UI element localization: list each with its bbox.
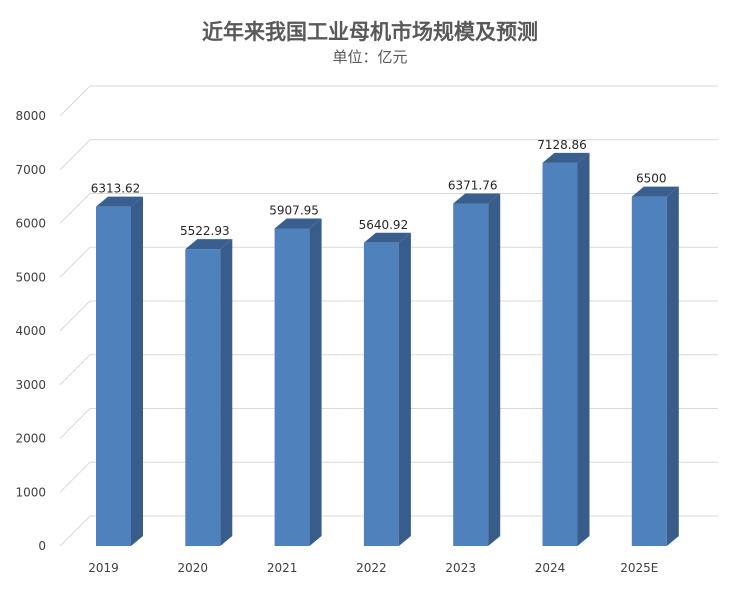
data-label: 6500 <box>636 172 667 186</box>
bar-top <box>542 152 590 163</box>
y-tick-label: 3000 <box>15 378 46 392</box>
data-labels: 6313.62 5522.93 5907.95 5640.92 6371.76 7128.… <box>91 138 667 238</box>
gridline <box>59 461 718 493</box>
bar-front <box>274 228 310 546</box>
bar-front <box>542 162 578 546</box>
chart-subtitle: 单位：亿元 <box>332 48 408 66</box>
bar-side <box>220 239 233 546</box>
bars <box>96 152 679 547</box>
x-tick-label: 2023 <box>445 561 476 575</box>
data-label: 5522.93 <box>180 224 230 238</box>
bar-2022 <box>363 232 411 547</box>
bar-side <box>666 186 679 546</box>
x-axis-ticks: 2019 2020 2021 2022 2023 2024 2025E <box>88 561 658 575</box>
chart-title: 近年来我国工业母机市场规模及预测 <box>202 19 538 44</box>
bar-front <box>631 196 667 546</box>
y-tick-label: 5000 <box>15 270 46 284</box>
bar-side <box>131 196 143 546</box>
gridline <box>59 354 718 386</box>
gridline <box>59 300 718 332</box>
y-tick-label: 6000 <box>15 217 46 231</box>
gridline <box>59 408 718 439</box>
x-tick-label: 2021 <box>267 561 298 575</box>
bar-top <box>274 218 322 229</box>
x-tick-label: 2019 <box>88 561 119 575</box>
gridline <box>59 139 718 171</box>
gridline <box>59 246 718 278</box>
bar-2023 <box>453 193 501 547</box>
y-tick-label: 8000 <box>15 109 46 123</box>
bar-2021 <box>274 218 322 546</box>
bar-top <box>453 193 501 204</box>
x-tick-label: 2022 <box>356 561 387 575</box>
x-tick-label: 2025E <box>620 561 658 575</box>
bar-top <box>185 239 233 250</box>
y-tick-label: 2000 <box>15 432 46 446</box>
bar-top <box>96 196 143 207</box>
bar-top <box>631 186 679 197</box>
x-tick-label: 2020 <box>178 561 209 575</box>
data-label: 6371.76 <box>448 179 498 193</box>
bar-2025E <box>631 186 679 546</box>
gridline <box>59 193 718 224</box>
bar-side <box>488 193 501 547</box>
y-tick-label: 1000 <box>15 485 46 499</box>
data-label: 7128.86 <box>537 138 587 152</box>
bar-2024 <box>542 152 590 546</box>
bar-side <box>577 152 590 546</box>
bar-2019 <box>96 196 143 546</box>
x-tick-label: 2024 <box>535 561 566 575</box>
gridlines <box>59 85 718 547</box>
y-tick-label: 4000 <box>15 324 46 338</box>
bar-front <box>453 203 489 547</box>
gridline <box>59 515 718 547</box>
y-tick-label: 0 <box>38 539 46 553</box>
bar-front <box>96 206 131 546</box>
bar-top <box>363 232 411 243</box>
bar-2020 <box>185 239 233 546</box>
gridline <box>59 85 718 117</box>
bar-front <box>363 242 399 547</box>
y-tick-label: 7000 <box>15 163 46 177</box>
bar-side <box>309 218 322 546</box>
data-label: 5640.92 <box>359 218 409 232</box>
data-label: 6313.62 <box>91 182 141 196</box>
bar-side <box>398 232 411 547</box>
data-label: 5907.95 <box>269 203 319 217</box>
bar-front <box>185 249 221 546</box>
y-axis-ticks: 0 1000 2000 3000 4000 5000 6000 7000 8000 <box>15 109 46 553</box>
